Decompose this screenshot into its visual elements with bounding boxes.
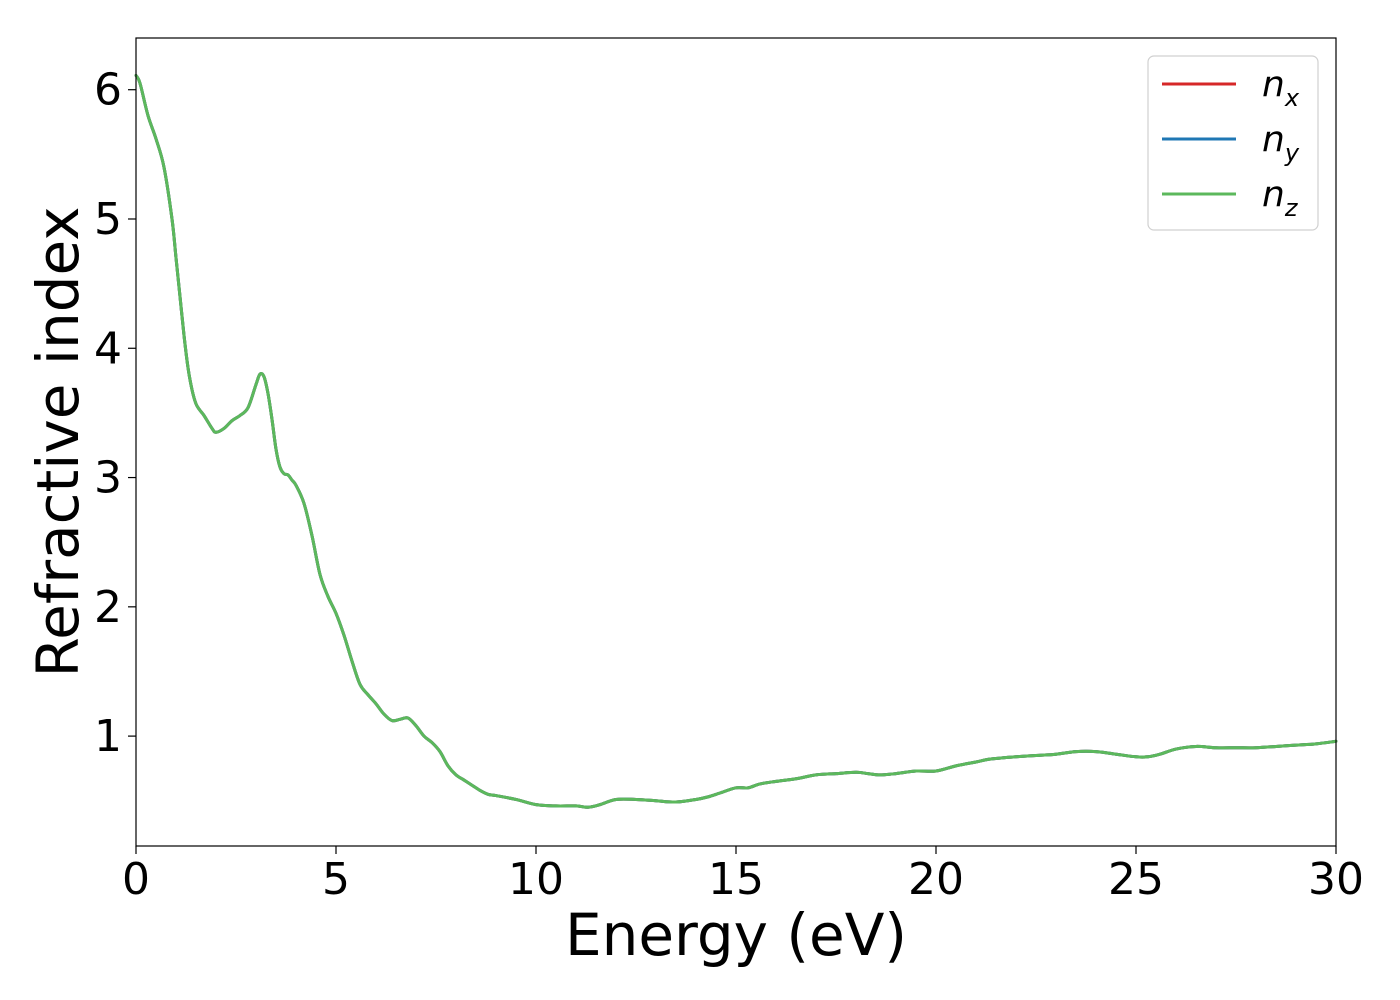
legend-label-base: n	[1262, 64, 1285, 105]
legend-box	[1147, 55, 1319, 231]
legend-label-base: n	[1262, 174, 1285, 215]
y-axis-label: Refractive index	[24, 206, 92, 677]
y-tick-label: 1	[94, 711, 122, 762]
y-tick-label: 4	[94, 323, 122, 374]
legend-label-base: n	[1262, 119, 1285, 160]
series-layer	[134, 73, 1338, 809]
x-tick-label: 15	[708, 854, 764, 905]
x-axis-label: Energy (eV)	[565, 901, 907, 969]
legend-label-subscript: x	[1284, 84, 1300, 112]
y-tick-label: 2	[94, 582, 122, 633]
x-tick-label: 30	[1308, 854, 1364, 905]
y-tick-label: 6	[94, 65, 122, 116]
legend-label-subscript: z	[1284, 194, 1299, 222]
legend-label: nz	[1262, 174, 1299, 222]
y-tick-label: 3	[94, 453, 122, 504]
x-tick-label: 20	[908, 854, 964, 905]
legend-label: nx	[1262, 64, 1300, 112]
series-line-n-z	[134, 73, 1338, 809]
x-tick-label: 10	[508, 854, 564, 905]
x-tick-label: 5	[322, 854, 350, 905]
legend-label-subscript: y	[1284, 139, 1300, 167]
x-tick-label: 25	[1108, 854, 1164, 905]
y-axis-ticks: 1 2 3 4 5 6	[94, 65, 136, 762]
y-tick-label: 5	[94, 194, 122, 245]
x-axis-ticks: 0 5 10 15 20 25 30	[122, 846, 1364, 905]
legend-label: ny	[1262, 119, 1300, 167]
x-tick-label: 0	[122, 854, 150, 905]
